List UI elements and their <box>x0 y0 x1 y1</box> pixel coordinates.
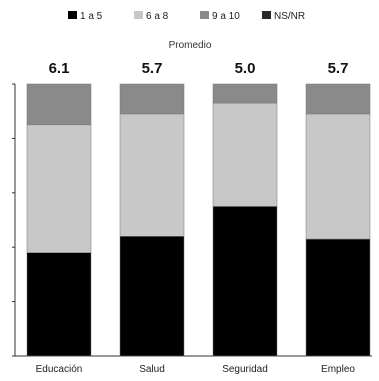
bar-segment <box>26 252 92 357</box>
bar-segment <box>26 83 92 126</box>
bar-segment <box>119 83 185 115</box>
legend-item: 6 a 8 <box>134 11 169 22</box>
category-label: Empleo <box>321 364 355 375</box>
legend-swatch <box>68 11 77 19</box>
category-label: Seguridad <box>222 364 268 375</box>
average-value: 5.7 <box>328 60 349 77</box>
legend-item: 9 a 10 <box>200 11 240 22</box>
legend-swatch <box>134 11 143 19</box>
bar-segment <box>119 236 185 357</box>
category-labels: Educación Salud Seguridad Empleo <box>36 364 356 375</box>
category-label: Salud <box>139 364 165 375</box>
legend-label: 9 a 10 <box>212 11 240 22</box>
average-heading: Promedio <box>169 40 212 51</box>
legend-swatch <box>262 11 271 19</box>
bar-segment <box>305 113 371 240</box>
bar-segment <box>119 113 185 237</box>
average-value: 5.7 <box>142 60 163 77</box>
legend-item: 1 a 5 <box>68 11 103 22</box>
bar-segment <box>212 83 278 104</box>
average-value: 6.1 <box>49 60 70 77</box>
legend-label: 6 a 8 <box>146 11 169 22</box>
average-value: 5.0 <box>235 60 256 77</box>
bar-segment <box>26 124 92 253</box>
bar-segment <box>305 83 371 115</box>
bar-segment <box>212 102 278 207</box>
bar-segment <box>212 206 278 357</box>
category-label: Educación <box>36 364 83 375</box>
bar-segment <box>305 238 371 357</box>
legend: 1 a 5 6 a 8 9 a 10 NS/NR <box>68 11 305 22</box>
legend-label: NS/NR <box>274 11 305 22</box>
average-values: 6.1 5.7 5.0 5.7 <box>49 60 349 77</box>
legend-item: NS/NR <box>262 11 305 22</box>
legend-label: 1 a 5 <box>80 11 103 22</box>
legend-swatch <box>200 11 209 19</box>
bars-group <box>26 83 371 357</box>
